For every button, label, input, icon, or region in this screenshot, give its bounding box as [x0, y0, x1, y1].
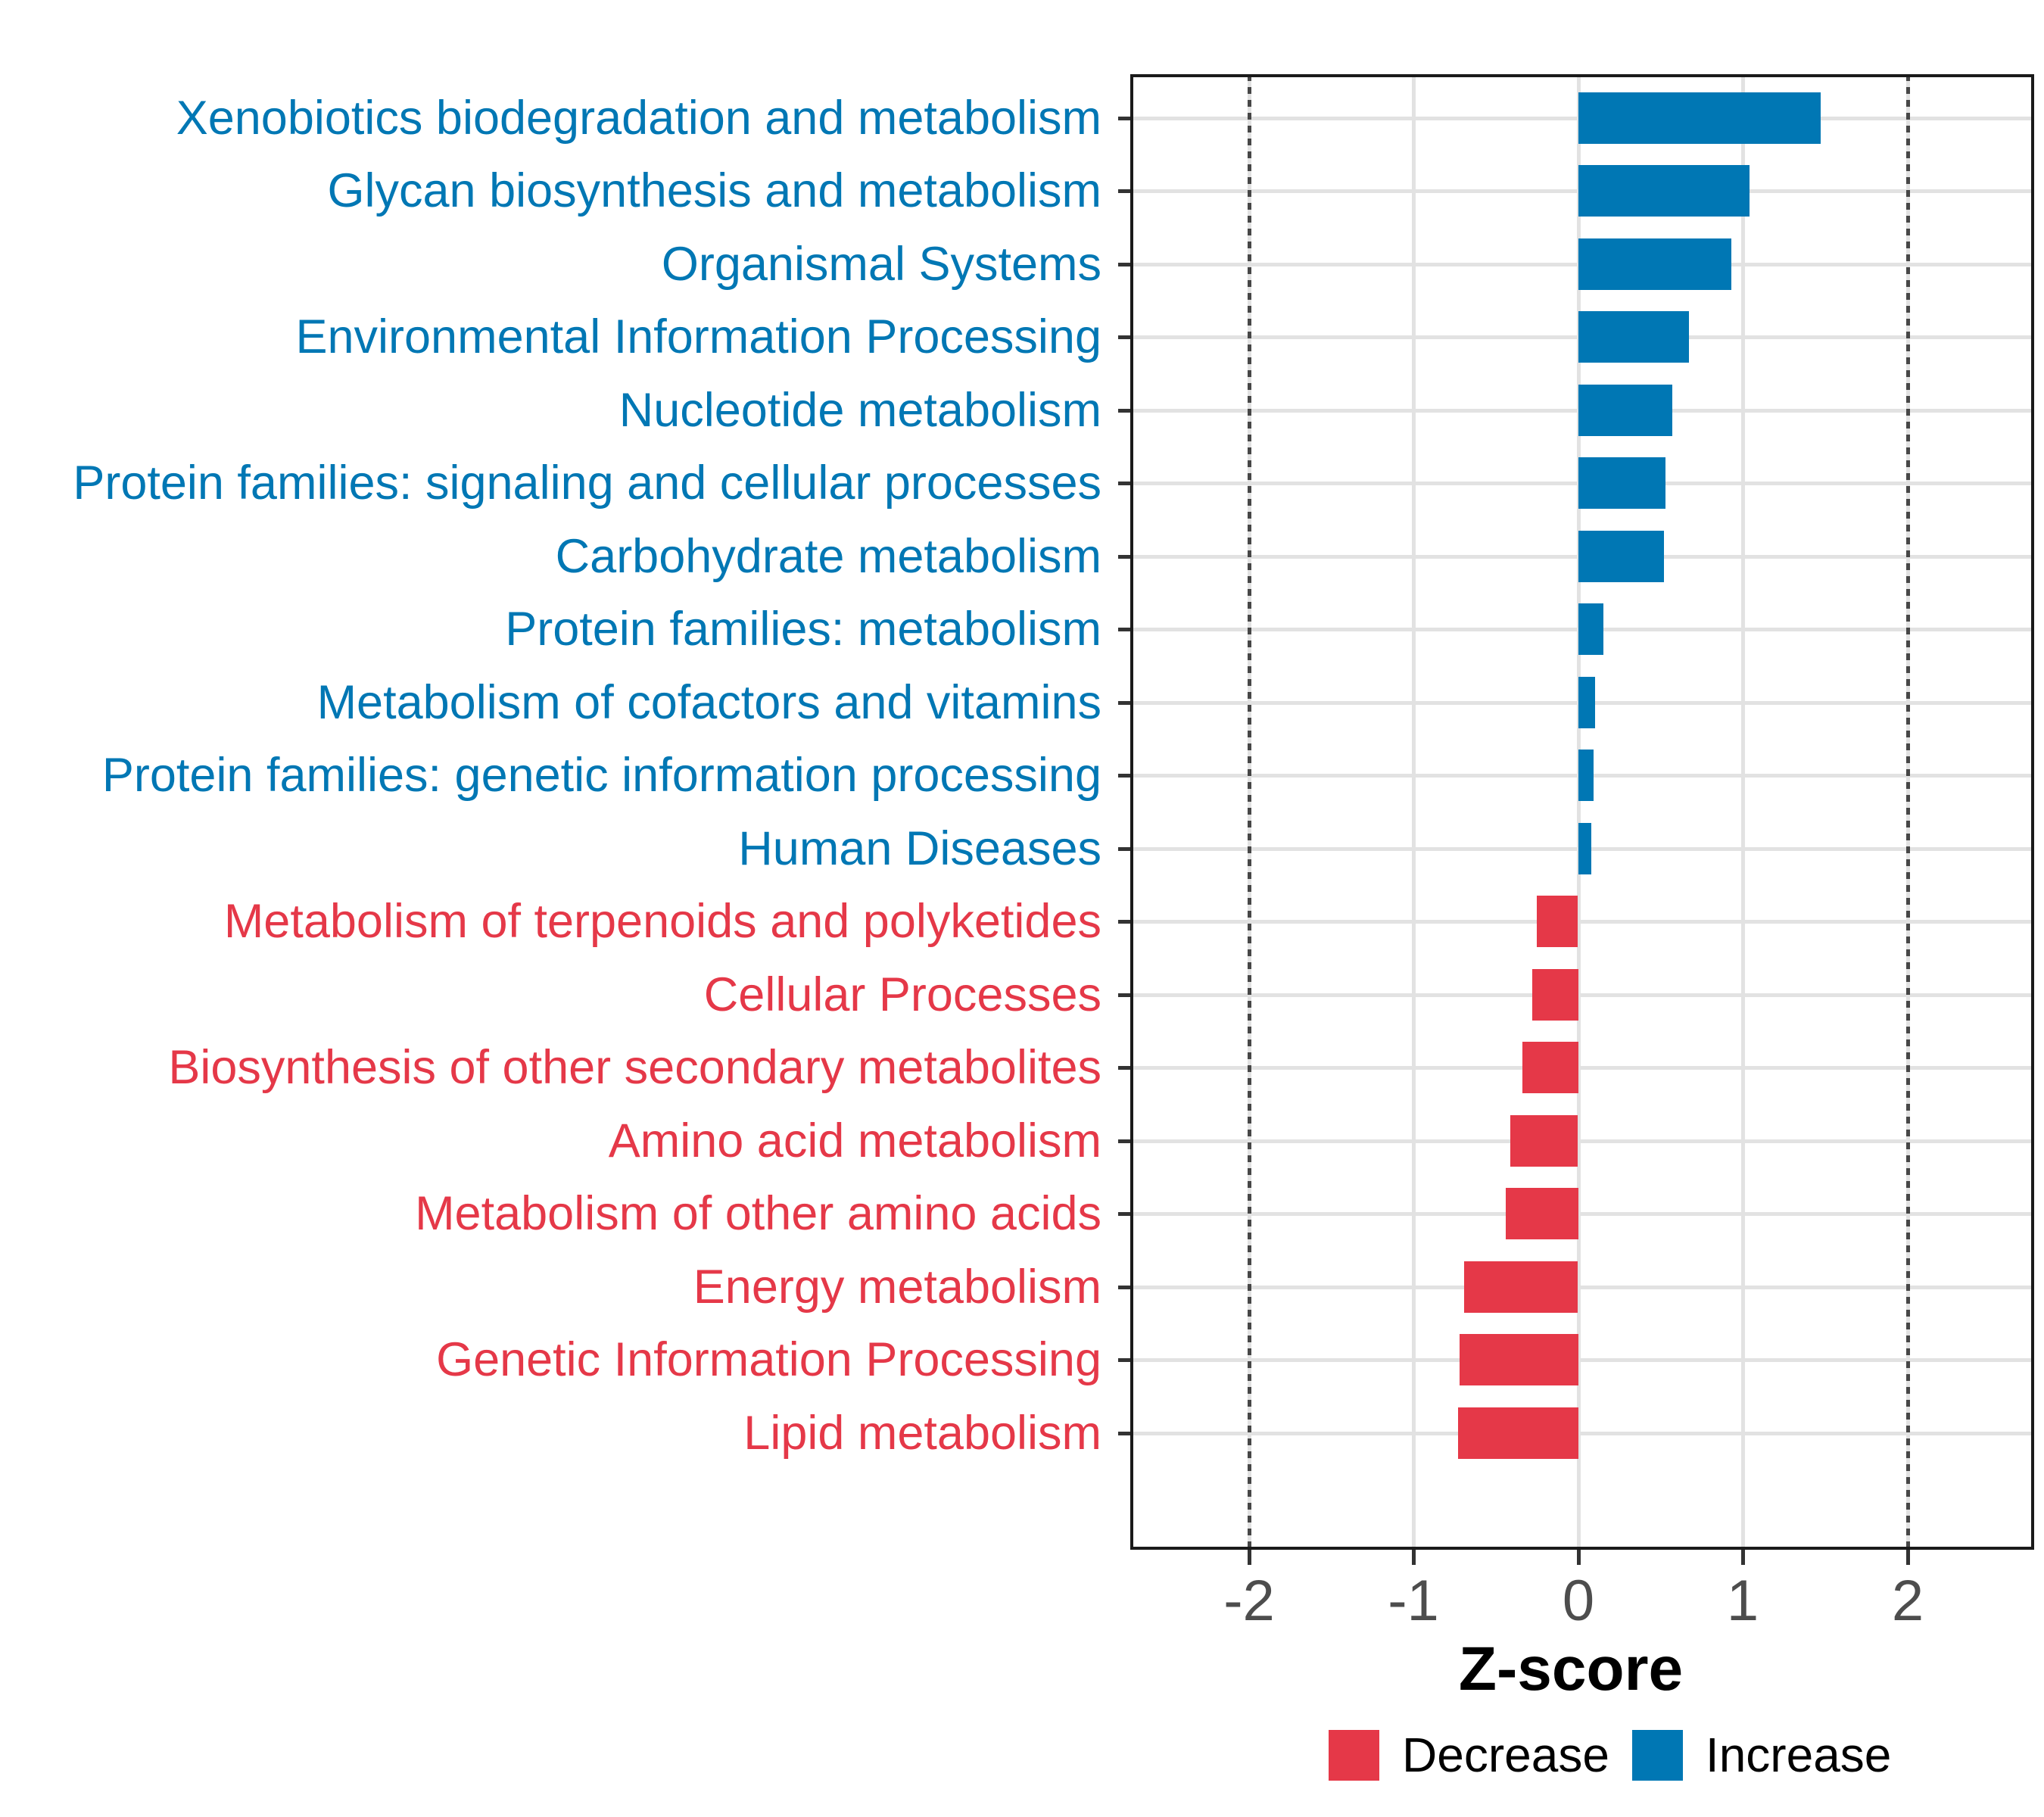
y-axis-tick: [1118, 628, 1130, 631]
y-axis-tick: [1118, 993, 1130, 997]
bar: [1506, 1188, 1578, 1239]
cutoff-line: [1906, 74, 1910, 1550]
bar: [1578, 603, 1603, 655]
x-tick-label: 0: [1562, 1569, 1595, 1633]
y-axis-tick: [1118, 847, 1130, 851]
bar: [1510, 1115, 1578, 1167]
category-label: Genetic Information Processing: [436, 1333, 1101, 1386]
row-gridline: [1130, 993, 2034, 997]
bar: [1578, 385, 1672, 436]
category-label: Biosynthesis of other secondary metaboli…: [168, 1041, 1101, 1094]
bar: [1578, 238, 1731, 290]
bar: [1532, 969, 1578, 1021]
y-axis-tick: [1118, 189, 1130, 193]
y-axis-tick: [1118, 920, 1130, 924]
plot-panel-border: [1130, 74, 2034, 1550]
bar: [1578, 750, 1594, 801]
y-axis-tick: [1118, 1139, 1130, 1143]
y-axis-tick: [1118, 409, 1130, 413]
cutoff-line: [1248, 74, 1251, 1550]
bar: [1578, 165, 1750, 217]
y-axis-tick: [1118, 1432, 1130, 1435]
bar: [1522, 1042, 1578, 1093]
bar: [1578, 531, 1664, 582]
x-gridline: [1741, 74, 1745, 1550]
x-tick-label: 2: [1891, 1569, 1924, 1633]
category-label: Lipid metabolism: [743, 1407, 1101, 1460]
x-tick-label: 1: [1726, 1569, 1759, 1633]
bar: [1464, 1261, 1578, 1313]
y-axis-tick: [1118, 1286, 1130, 1289]
category-label: Xenobiotics biodegradation and metabolis…: [176, 92, 1101, 145]
category-label: Carbohydrate metabolism: [555, 530, 1101, 583]
bar: [1578, 457, 1665, 509]
y-axis-tick: [1118, 555, 1130, 559]
category-label: Protein families: signaling and cellular…: [73, 457, 1101, 510]
category-label: Cellular Processes: [703, 968, 1101, 1021]
x-tick-label: -2: [1223, 1569, 1275, 1633]
bar: [1537, 896, 1578, 947]
category-label: Human Diseases: [738, 822, 1101, 875]
category-label: Glycan biosynthesis and metabolism: [327, 164, 1102, 217]
category-label: Organismal Systems: [661, 238, 1101, 291]
y-axis-tick: [1118, 774, 1130, 778]
row-gridline: [1130, 1358, 2034, 1362]
category-label: Protein families: genetic information pr…: [101, 749, 1101, 802]
bar: [1578, 823, 1591, 874]
y-axis-tick: [1118, 1358, 1130, 1362]
y-axis-tick: [1118, 117, 1130, 120]
row-gridline: [1130, 920, 2034, 924]
category-label: Environmental Information Processing: [295, 310, 1101, 363]
legend-swatch-increase: [1631, 1730, 1683, 1781]
category-label: Nucleotide metabolism: [618, 384, 1101, 437]
row-gridline: [1130, 1212, 2034, 1216]
x-tick-label: -1: [1388, 1569, 1439, 1633]
legend-swatch-decrease: [1329, 1730, 1379, 1781]
legend-label-increase: Increase: [1705, 1728, 1892, 1782]
x-axis-tick: [1412, 1550, 1416, 1565]
category-label: Metabolism of other amino acids: [415, 1187, 1101, 1240]
row-gridline: [1130, 1066, 2034, 1070]
bar: [1578, 92, 1821, 144]
category-label: Amino acid metabolism: [608, 1114, 1101, 1167]
row-gridline: [1130, 1286, 2034, 1289]
bar: [1458, 1407, 1578, 1459]
y-axis-tick: [1118, 335, 1130, 339]
legend-label-decrease: Decrease: [1402, 1728, 1609, 1782]
x-gridline: [1577, 74, 1581, 1550]
category-label: Protein families: metabolism: [505, 603, 1101, 656]
y-axis-tick: [1118, 1212, 1130, 1216]
legend: Decrease Increase: [1329, 1730, 1891, 1781]
x-axis-title: Z-score: [1458, 1635, 1684, 1703]
y-axis-tick: [1118, 482, 1130, 485]
category-label: Energy metabolism: [693, 1261, 1101, 1314]
row-gridline: [1130, 1432, 2034, 1435]
bar: [1460, 1334, 1578, 1385]
bar: [1578, 311, 1689, 363]
x-axis-tick: [1248, 1550, 1251, 1565]
y-axis-tick: [1118, 701, 1130, 705]
x-axis-tick: [1577, 1550, 1581, 1565]
x-axis-tick: [1741, 1550, 1745, 1565]
x-axis-tick: [1906, 1550, 1910, 1565]
y-axis-tick: [1118, 1066, 1130, 1070]
category-label: Metabolism of terpenoids and polyketides: [223, 895, 1101, 948]
y-axis-tick: [1118, 263, 1130, 266]
x-gridline: [1412, 74, 1416, 1550]
category-label: Metabolism of cofactors and vitamins: [316, 676, 1101, 729]
bar: [1578, 677, 1595, 728]
row-gridline: [1130, 1139, 2034, 1143]
